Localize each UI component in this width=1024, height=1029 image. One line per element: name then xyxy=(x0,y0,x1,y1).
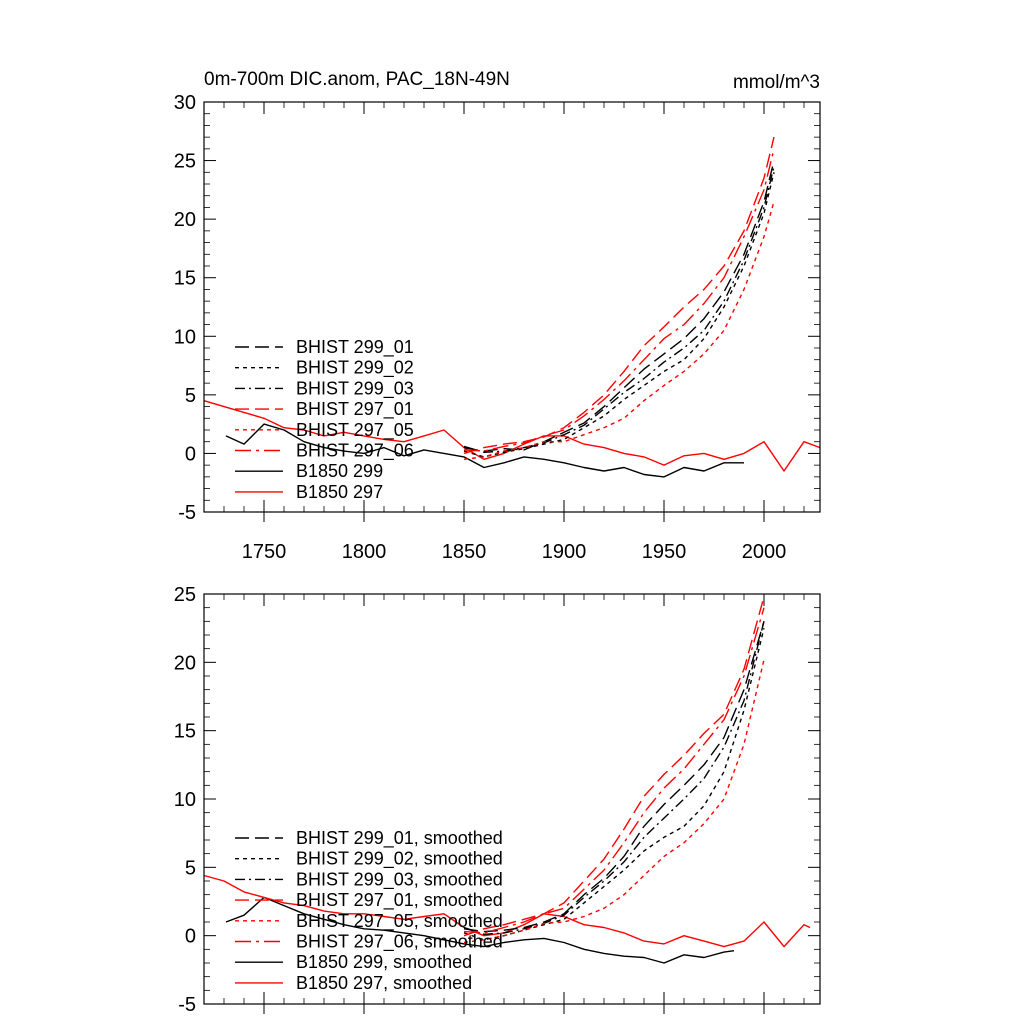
y-tick-label: 5 xyxy=(185,385,196,407)
legend-label: BHIST 297_06 xyxy=(296,441,414,462)
series-line xyxy=(463,621,765,933)
series-line xyxy=(463,596,765,937)
legend-label: BHIST 299_01 xyxy=(296,337,414,358)
y-tick-label: 25 xyxy=(174,584,196,606)
legend-label: BHIST 299_02, smoothed xyxy=(296,849,503,870)
panel-top: -5 0 5 10 15 20 25 30 1750 1800 1850 1900 1950 2000 xyxy=(174,92,820,563)
series-line xyxy=(463,136,775,455)
legend-label: BHIST 297_01, smoothed xyxy=(296,890,503,911)
x-tick-label: 1800 xyxy=(342,541,387,563)
x-tick-label: 2000 xyxy=(742,541,787,563)
legend-label: B1850 299, smoothed xyxy=(296,952,472,972)
x-tick-label: 1750 xyxy=(242,541,287,563)
legend-label: BHIST 297_06, smoothed xyxy=(296,932,503,953)
legend-label: B1850 297, smoothed xyxy=(296,973,472,993)
y-tick-label: -5 xyxy=(178,994,196,1016)
x-tick-label: 1900 xyxy=(542,541,587,563)
series-group-bottom xyxy=(203,596,811,964)
y-tick-label: 30 xyxy=(174,92,196,114)
series-line xyxy=(463,659,765,944)
legend-label: BHIST 299_01, smoothed xyxy=(296,828,503,849)
y-tick-label: 20 xyxy=(174,652,196,674)
legend-label: BHIST 297_05, smoothed xyxy=(296,911,503,932)
y-tick-label: 0 xyxy=(185,443,196,465)
legend-label: BHIST 297_01 xyxy=(296,399,414,420)
plot-frame-bottom xyxy=(203,593,821,1005)
series-line xyxy=(225,423,744,478)
units-label: mmol/m^3 xyxy=(733,72,820,93)
y-tick-label: 15 xyxy=(174,721,196,743)
y-tick-label: 10 xyxy=(174,326,196,348)
y-tick-label: 10 xyxy=(174,789,196,811)
y-tick-label: 0 xyxy=(185,926,196,948)
y-tick-label: 20 xyxy=(174,209,196,231)
legend-label: B1850 297 xyxy=(296,482,383,502)
legend-label: BHIST 299_02 xyxy=(296,358,414,379)
legend-label: BHIST 299_03 xyxy=(296,378,414,399)
series-line xyxy=(225,896,735,964)
series-line xyxy=(203,874,811,948)
legend-label: BHIST 299_03, smoothed xyxy=(296,869,503,890)
y-tick-label: 15 xyxy=(174,268,196,290)
series-line xyxy=(463,148,775,452)
y-tick-label: 25 xyxy=(174,151,196,173)
series-line xyxy=(463,628,765,941)
series-line xyxy=(463,166,775,453)
series-line xyxy=(463,607,765,934)
legend-label: BHIST 297_05 xyxy=(296,420,414,441)
x-tick-label: 1850 xyxy=(442,541,487,563)
y-tick-label: 5 xyxy=(185,857,196,879)
x-tick-label: 1950 xyxy=(642,541,687,563)
series-line xyxy=(463,172,775,458)
series-line xyxy=(463,621,765,935)
series-line xyxy=(463,201,775,460)
panel-bottom: -5 0 5 10 15 20 25 xyxy=(174,584,820,1016)
series-line xyxy=(463,160,775,452)
y-tick-label: -5 xyxy=(178,502,196,524)
legend-label: B1850 299 xyxy=(296,461,383,481)
plot-frame-top xyxy=(203,101,821,513)
chart-title: 0m-700m DIC.anom, PAC_18N-49N xyxy=(204,69,510,90)
series-group-top xyxy=(203,136,821,478)
